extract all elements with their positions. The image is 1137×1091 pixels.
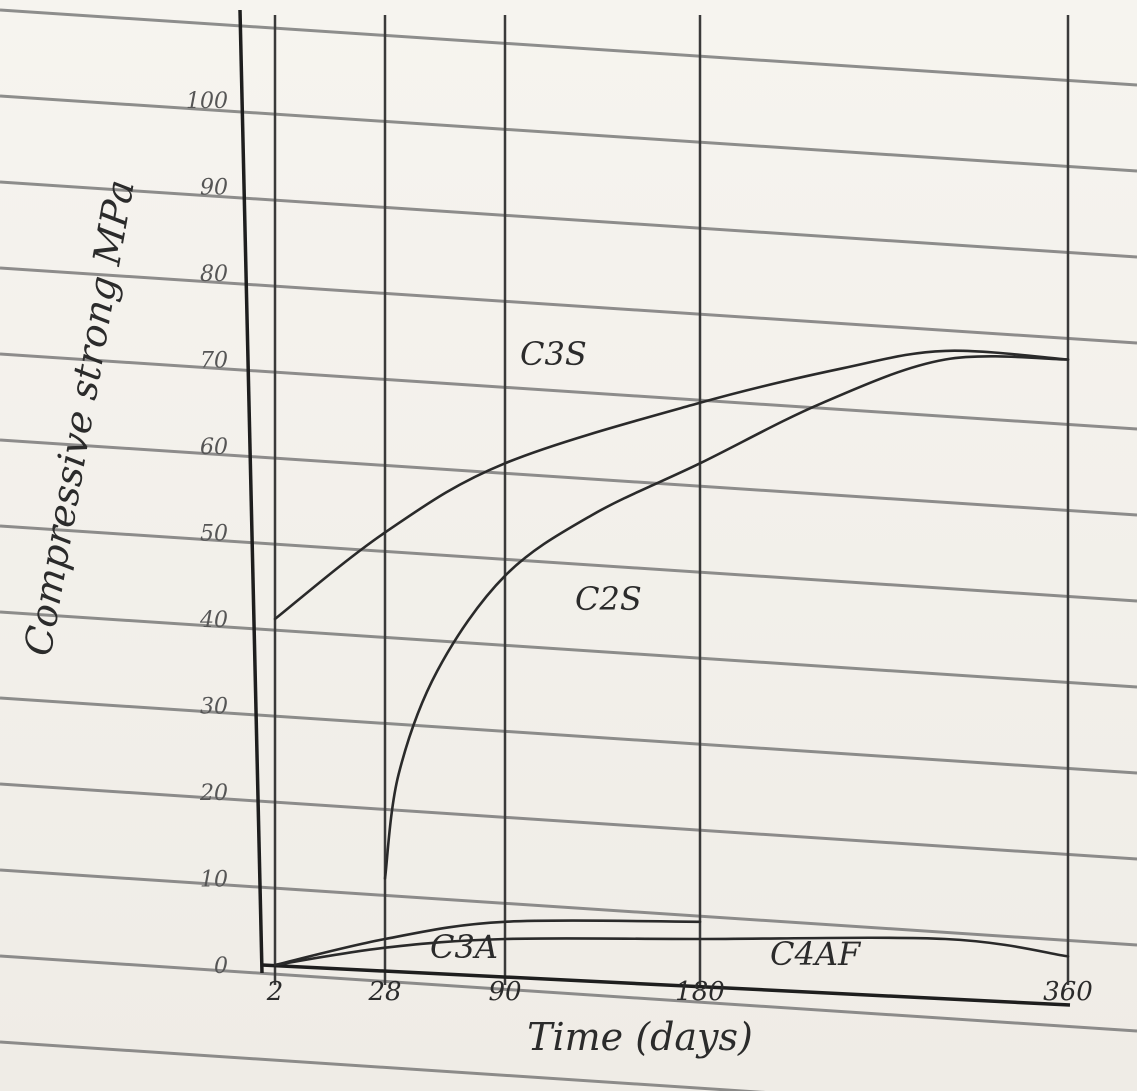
x-tick-label: 90 (488, 977, 521, 1007)
y-tick-label: 90 (200, 176, 228, 201)
y-tick-label: 30 (200, 695, 228, 720)
x-axis-title: Time (days) (527, 1015, 753, 1059)
series-line-c3a (273, 919, 702, 967)
x-tick-label: 180 (675, 977, 725, 1007)
notebook-rule-line (0, 524, 1137, 603)
series-line-c2s (383, 355, 1070, 880)
series-line-c3s (273, 349, 1070, 621)
notebook-rule-line (0, 8, 1137, 87)
x-tick-label: 360 (1043, 977, 1093, 1007)
y-tick-label: 70 (200, 349, 228, 374)
y-axis-title: Compressive strong MPa (16, 176, 143, 659)
notebook-rule-line (0, 438, 1137, 517)
y-tick-label: 60 (200, 435, 228, 460)
series-label-c2s: C2S (575, 580, 642, 618)
chart-labels: C3S C2S C3A C4AF 0 10 20 30 40 50 60 70 80 90 100 2 28 90… (16, 89, 1093, 1059)
series-label-c3s: C3S (520, 335, 587, 373)
y-tick-label: 100 (186, 89, 228, 114)
y-axis-line (238, 9, 264, 974)
notebook-rule-line (0, 782, 1137, 861)
notebook-rule-line (0, 1040, 766, 1091)
x-tick-label: 28 (367, 977, 401, 1007)
series-label-c4af: C4AF (770, 935, 862, 973)
notebook-rule-line (0, 266, 1137, 345)
chart-grid (273, 15, 1070, 985)
notebook-rule-line (0, 610, 1137, 689)
y-tick-label: 0 (214, 954, 228, 979)
notebook-rule-line (0, 180, 1137, 259)
y-tick-label: 40 (199, 608, 228, 633)
x-tick-label: 2 (266, 977, 284, 1007)
notebook-rule-line (0, 352, 1137, 431)
chart-axes (238, 9, 1071, 1007)
notebook-rule-line (0, 954, 1137, 1033)
notebook-rule-line (0, 94, 1137, 173)
y-tick-label: 80 (200, 262, 228, 287)
notebook-ruled-lines (0, 8, 1137, 1091)
y-tick-label: 10 (200, 868, 228, 893)
y-tick-label: 50 (200, 522, 228, 547)
notebook-rule-line (0, 868, 1137, 947)
chart-series (273, 349, 1070, 967)
notebook-rule-line (0, 696, 1137, 775)
x-axis-line (261, 963, 1071, 1007)
series-label-c3a: C3A (430, 928, 498, 966)
y-tick-label: 20 (199, 781, 228, 806)
series-line-c4af (273, 936, 1070, 967)
